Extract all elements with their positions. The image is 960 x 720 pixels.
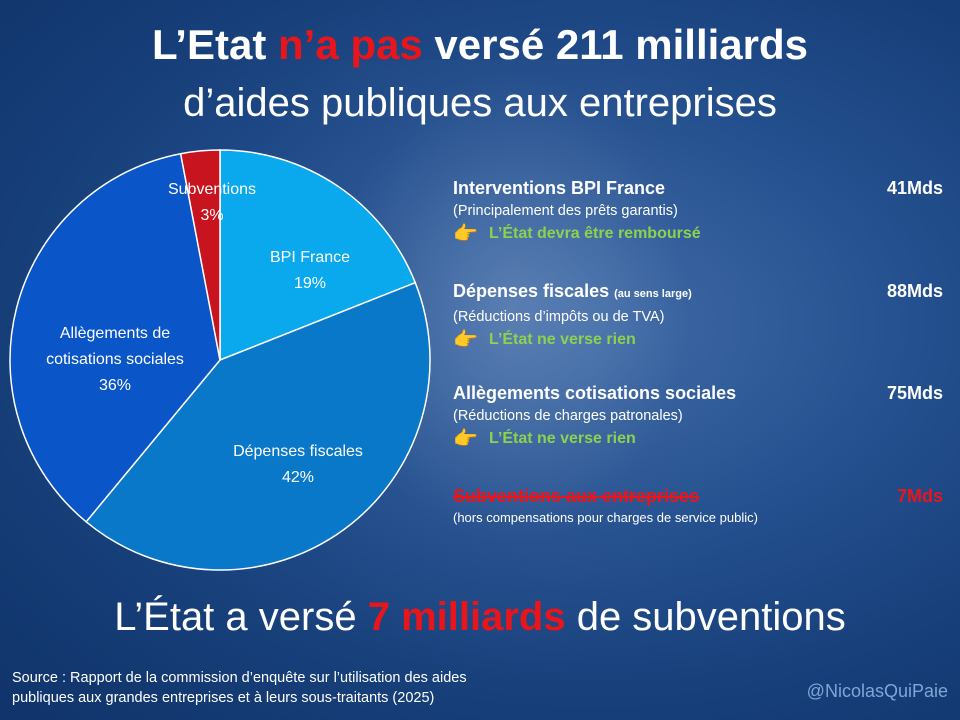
item-subventions-amount: 7Mds bbox=[896, 486, 943, 506]
item-bpi: Interventions BPI France 41Mds (Principal… bbox=[453, 176, 943, 246]
item-fiscales-note: L’État ne verse rien bbox=[489, 331, 636, 348]
pie-slice-3 bbox=[179, 149, 221, 361]
item-bpi-title: Interventions BPI France bbox=[453, 178, 666, 198]
conclusion: L’État a versé 7 milliards de subvention… bbox=[0, 592, 960, 642]
item-subventions-subtitle: (hors compensations pour charges de serv… bbox=[453, 510, 758, 525]
item-subventions-title: Subventions aux entreprises bbox=[453, 486, 700, 506]
pie-label-allegements-pct: 36% bbox=[99, 377, 131, 394]
pie-chart: BPI France 19% Dépenses fiscales 42% All… bbox=[9, 149, 431, 571]
pie-label-subventions-name: Subventions bbox=[168, 181, 256, 198]
conclusion-part3: de subventions bbox=[565, 595, 846, 639]
title-part1: L’Etat bbox=[151, 21, 278, 68]
pie-label-bpi-name: BPI France bbox=[270, 249, 350, 266]
item-fiscales-amount: 88Mds bbox=[886, 281, 943, 301]
title-part3: versé 211 milliards bbox=[422, 21, 809, 68]
item-bpi-note: L’État devra être remboursé bbox=[489, 225, 701, 242]
conclusion-emphasis: 7 milliards bbox=[367, 595, 566, 639]
page-subtitle: d’aides publiques aux entreprises bbox=[183, 81, 777, 125]
title-emphasis: n’a pas bbox=[278, 21, 423, 68]
conclusion-part1: L’État a versé bbox=[114, 595, 368, 639]
pie-label-fiscales-name: Dépenses fiscales bbox=[233, 443, 363, 460]
item-allegements-amount: 75Mds bbox=[886, 383, 943, 403]
pie-label-allegements-line2: cotisations sociales bbox=[46, 351, 184, 368]
item-allegements-note: L’État ne verse rien bbox=[489, 430, 636, 447]
item-subventions: Subventions aux entreprises 7Mds (hors co… bbox=[453, 484, 943, 528]
source-note: Source : Rapport de la commission d’enqu… bbox=[12, 668, 622, 708]
pointing-hand-icon: 👉 bbox=[453, 428, 478, 450]
pie-label-bpi-pct: 19% bbox=[294, 275, 326, 292]
pie-label-subventions-pct: 3% bbox=[200, 207, 223, 224]
source-line2: publiques aux grandes entreprises et à l… bbox=[12, 690, 435, 706]
item-bpi-amount: 41Mds bbox=[886, 178, 943, 198]
item-bpi-subtitle: (Principalement des prêts garantis) bbox=[453, 203, 678, 219]
item-fiscales-title: Dépenses fiscales bbox=[453, 281, 615, 301]
pie-label-fiscales-pct: 42% bbox=[282, 469, 314, 486]
author-handle: @NicolasQuiPaie bbox=[806, 681, 948, 701]
item-allegements-title: Allègements cotisations sociales bbox=[453, 383, 737, 403]
item-allegements: Allègements cotisations sociales 75Mds (R… bbox=[453, 381, 943, 451]
pointing-hand-icon: 👉 bbox=[453, 329, 478, 351]
pointing-hand-icon: 👉 bbox=[453, 223, 478, 245]
item-allegements-subtitle: (Réductions de charges patronales) bbox=[453, 408, 683, 424]
pie-slice-0 bbox=[219, 149, 417, 362]
item-fiscales: Dépenses fiscales (au sens large) 88Mds (… bbox=[453, 279, 943, 352]
item-fiscales-title-small: (au sens large) bbox=[614, 288, 692, 300]
source-line1: Source : Rapport de la commission d’enqu… bbox=[12, 670, 467, 686]
pie-slice-2 bbox=[9, 152, 221, 523]
item-fiscales-subtitle: (Réductions d’impôts ou de TVA) bbox=[453, 309, 665, 325]
pie-label-allegements-line1: Allègements de bbox=[60, 325, 170, 342]
pie-slice-1 bbox=[85, 281, 431, 571]
page-title: L’Etat n’a pas versé 211 milliards bbox=[0, 20, 960, 70]
